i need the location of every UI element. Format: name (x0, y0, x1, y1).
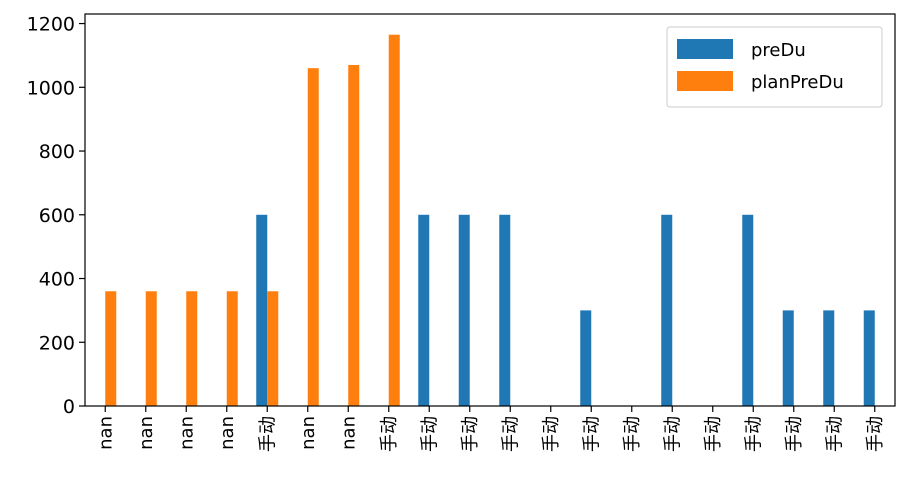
bar-preDu-12 (580, 310, 592, 406)
bar-planPreDu-0 (105, 291, 117, 406)
x-tick-label-16: 手动 (743, 416, 764, 452)
x-tick-label-6: nan (338, 416, 359, 450)
legend-label-planPreDu: planPreDu (751, 72, 844, 93)
bars-layer (105, 34, 875, 406)
bar-planPreDu-6 (348, 64, 360, 406)
y-tick-label-0: 0 (63, 396, 75, 418)
x-tick-label-18: 手动 (824, 416, 845, 452)
y-tick-label-600: 600 (39, 205, 75, 227)
x-tick-label-12: 手动 (581, 416, 602, 452)
y-tick-label-200: 200 (39, 332, 75, 354)
x-tick-label-10: 手动 (500, 416, 521, 452)
bar-preDu-4 (256, 214, 268, 406)
x-tick-label-14: 手动 (662, 416, 683, 452)
x-tick-label-17: 手动 (784, 416, 805, 452)
y-tick-label-1200: 1200 (27, 14, 75, 36)
bar-preDu-18 (823, 310, 835, 406)
x-tick-label-13: 手动 (622, 416, 643, 452)
x-axis: nan nan nan nan 手动 nan nan 手动 手动 手动 手动 手动 手动 手动 手动 手动 手动… (95, 406, 886, 452)
bar-planPreDu-5 (307, 68, 319, 406)
x-tick-label-3: nan (217, 416, 238, 450)
bar-planPreDu-4 (267, 291, 279, 406)
y-tick-label-400: 400 (39, 269, 75, 291)
bar-preDu-8 (418, 214, 430, 406)
legend-swatch-planPreDu (677, 71, 733, 91)
bar-preDu-17 (782, 310, 794, 406)
x-tick-label-1: nan (136, 416, 157, 450)
bar-planPreDu-7 (388, 34, 400, 406)
bar-preDu-14 (661, 214, 673, 406)
x-tick-label-0: nan (95, 416, 116, 450)
legend-label-preDu: preDu (751, 40, 806, 61)
bar-preDu-19 (863, 310, 875, 406)
x-tick-label-4: 手动 (257, 416, 278, 452)
x-tick-label-8: 手动 (419, 416, 440, 452)
plot-frame (84, 13, 896, 407)
bar-preDu-10 (499, 214, 511, 406)
x-tick-label-19: 手动 (865, 416, 886, 452)
y-tick-label-800: 800 (39, 141, 75, 163)
bar-planPreDu-1 (145, 291, 157, 406)
x-tick-label-15: 手动 (703, 416, 724, 452)
x-tick-label-7: 手动 (379, 416, 400, 452)
x-tick-label-5: nan (298, 416, 319, 450)
bar-preDu-9 (458, 214, 470, 406)
x-tick-label-9: 手动 (460, 416, 481, 452)
y-tick-label-1000: 1000 (27, 77, 75, 99)
legend-swatch-preDu (677, 39, 733, 59)
legend: preDu planPreDu (666, 26, 883, 108)
x-tick-label-11: 手动 (541, 416, 562, 452)
x-tick-label-2: nan (176, 416, 197, 450)
bar-planPreDu-2 (186, 291, 198, 406)
bar-planPreDu-3 (226, 291, 238, 406)
bar-preDu-16 (742, 214, 754, 406)
y-axis: 0 200 400 600 800 1000 1200 (27, 14, 85, 418)
